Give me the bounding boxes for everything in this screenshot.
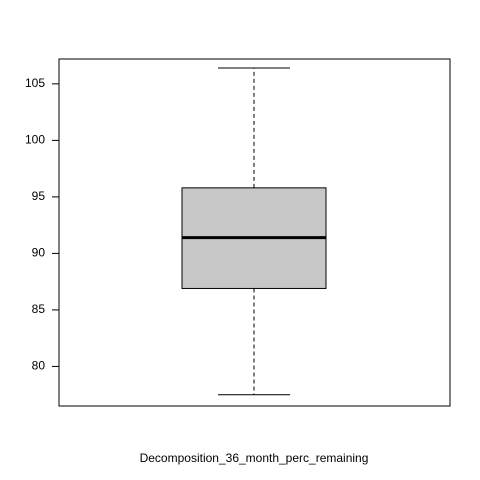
- y-tick-label: 80: [32, 359, 46, 373]
- y-tick-label: 85: [32, 302, 46, 316]
- y-tick-label: 90: [32, 246, 46, 260]
- y-tick-label: 105: [25, 76, 45, 90]
- y-axis: 80 85 90 95 100 105: [25, 76, 60, 373]
- y-tick-label: 100: [25, 133, 45, 147]
- box-series: [181, 67, 327, 396]
- x-axis-title: Decomposition_36_month_perc_remaining: [140, 451, 369, 465]
- y-tick-label: 95: [32, 189, 46, 203]
